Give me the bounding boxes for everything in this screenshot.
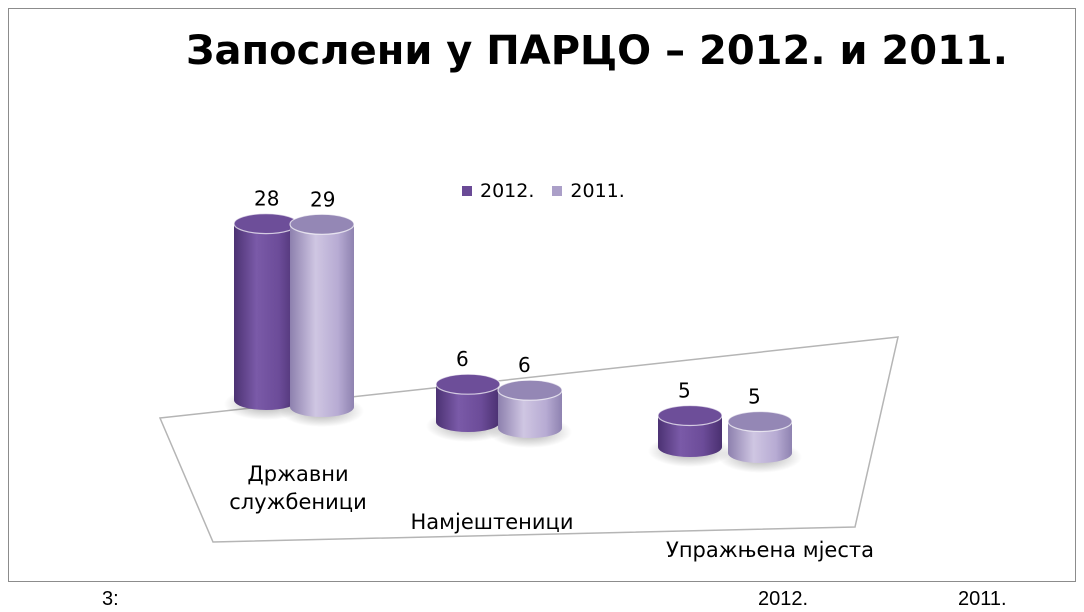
bar-2012-2: 5	[648, 379, 732, 467]
category-label-civil-servants: Државни службеници	[228, 460, 368, 516]
category-label-employees: Намјештеници	[402, 508, 582, 536]
bar-top	[657, 404, 723, 427]
bar-top	[435, 373, 501, 395]
bar-body	[290, 224, 354, 417]
bar-2012-0: 28	[224, 187, 308, 420]
data-label: 28	[254, 187, 279, 211]
legend-swatch-2011	[552, 186, 563, 196]
bar-2011-0: 29	[280, 187, 364, 427]
legend-label-2012: 2012.	[480, 180, 535, 202]
legend-label-2011: 2011.	[570, 180, 625, 202]
category-label-line: Упражњена мјеста	[666, 538, 874, 562]
category-label-line: службеници	[229, 490, 367, 514]
legend-item-2012: 2012.	[462, 180, 534, 202]
footer-year-2012: 2012.	[758, 588, 809, 610]
bar-body	[728, 421, 792, 463]
bar-top	[289, 213, 355, 235]
data-label: 5	[678, 379, 691, 403]
bar-top	[233, 213, 299, 235]
bar-2011-2: 5	[718, 385, 802, 473]
category-label-line: Државни	[247, 462, 349, 486]
bar-top	[727, 410, 793, 433]
bar-body	[234, 223, 298, 410]
legend-item-2011: 2011.	[552, 180, 625, 202]
bar-top	[497, 379, 563, 401]
category-label-line: Намјештеници	[410, 510, 574, 534]
bar-2011-1: 6	[488, 353, 572, 448]
bar-body	[498, 390, 562, 438]
data-label: 5	[748, 385, 761, 409]
data-label: 6	[518, 353, 531, 377]
data-label: 29	[310, 187, 335, 211]
chart-legend: 2012. 2011.	[462, 180, 625, 202]
bar-body	[436, 384, 500, 432]
bar-body	[658, 415, 722, 457]
category-label-vacant-positions: Упражњена мјеста	[640, 536, 900, 564]
legend-swatch-2012	[462, 186, 472, 196]
data-label: 6	[456, 347, 469, 371]
footer-figure-number: 3:	[102, 588, 119, 610]
chart-title: Запослени у ПАРЦО – 2012. и 2011.	[186, 28, 1008, 74]
footer-year-2011: 2011.	[958, 588, 1007, 610]
